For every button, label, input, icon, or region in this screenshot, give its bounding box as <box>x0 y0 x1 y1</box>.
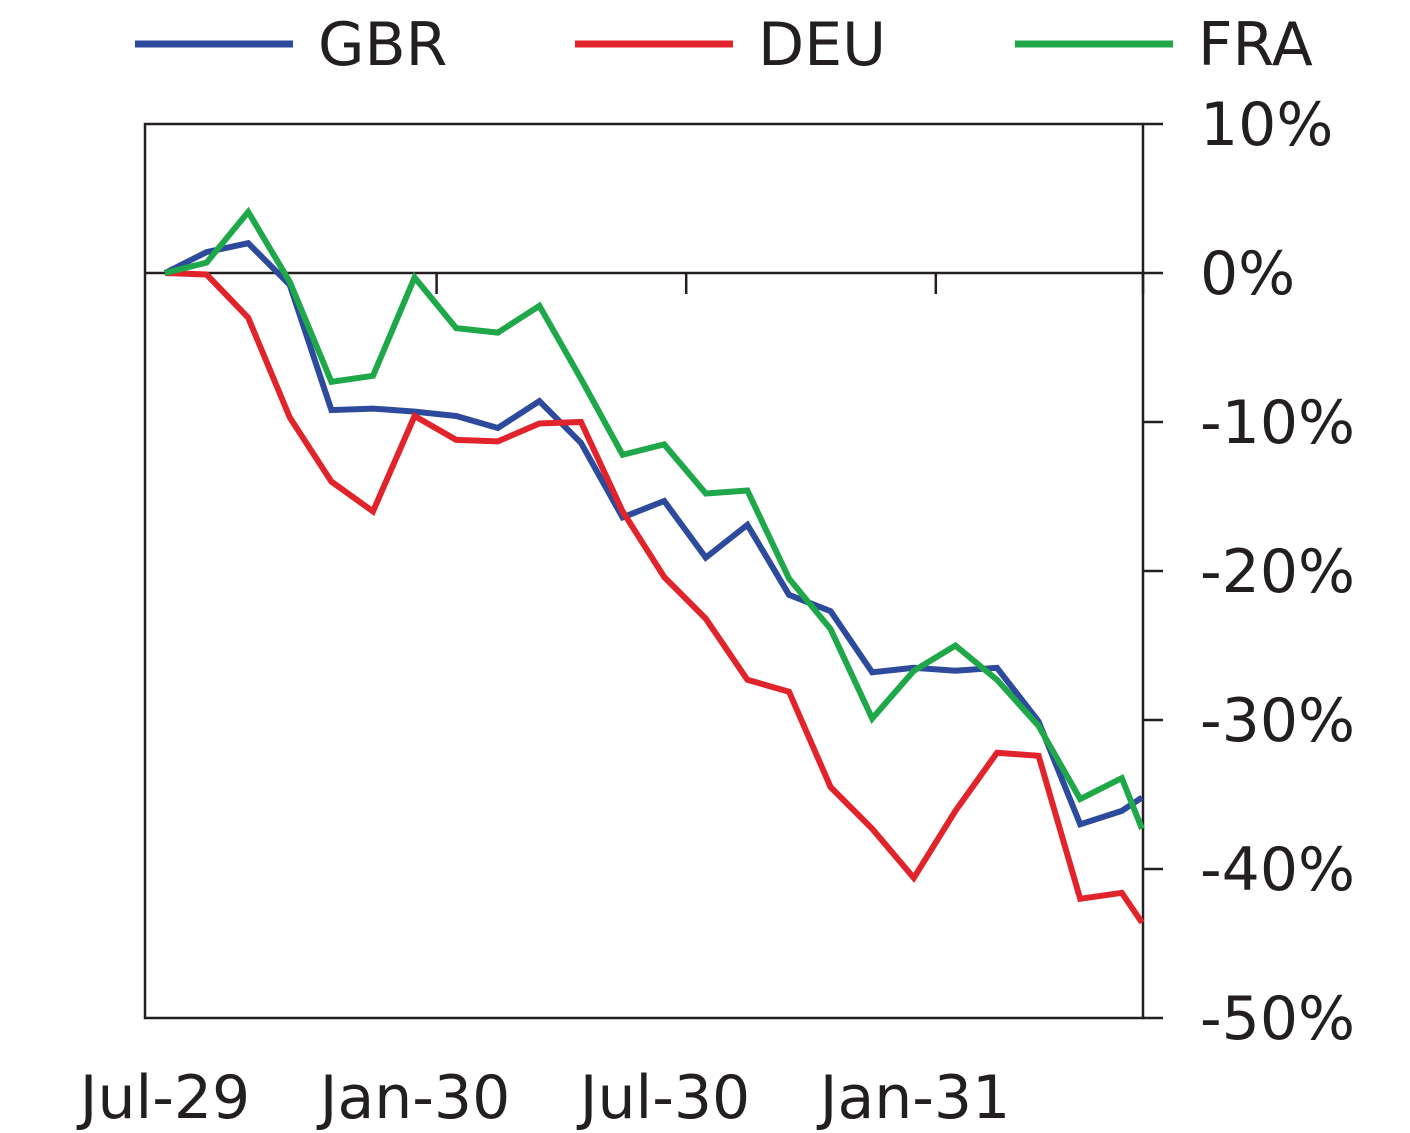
series-line-fra <box>164 206 1145 830</box>
x-tick-label: Jan-30 <box>316 1063 511 1133</box>
x-tick-label: Jan-31 <box>816 1063 1011 1133</box>
x-axis: Jul-29 Jan-30 Jul-30 Jan-31 <box>76 273 1145 1133</box>
legend-label-deu: DEU <box>758 10 886 80</box>
y-tick-label: -10% <box>1200 388 1355 458</box>
series-line-deu <box>164 270 1145 925</box>
y-tick-label: 10% <box>1200 90 1333 160</box>
legend-label-gbr: GBR <box>318 10 447 80</box>
y-tick-label: -30% <box>1200 686 1355 756</box>
series-lines <box>163 206 1145 925</box>
y-tick-label: -40% <box>1200 835 1355 905</box>
y-tick-label: -50% <box>1200 984 1355 1054</box>
y-tick-label: 0% <box>1200 239 1295 309</box>
y-axis: 10% 0% -10% -20% -30% -40% -50% <box>1143 90 1355 1054</box>
y-tick-label: -20% <box>1200 537 1355 607</box>
legend: GBR DEU FRA <box>135 10 1313 80</box>
x-tick-label: Jul-29 <box>76 1063 250 1133</box>
plot-frame <box>143 122 1145 1020</box>
x-tick-label: Jul-30 <box>576 1063 750 1133</box>
series-line-gbr <box>163 239 1144 829</box>
legend-label-fra: FRA <box>1198 10 1313 80</box>
